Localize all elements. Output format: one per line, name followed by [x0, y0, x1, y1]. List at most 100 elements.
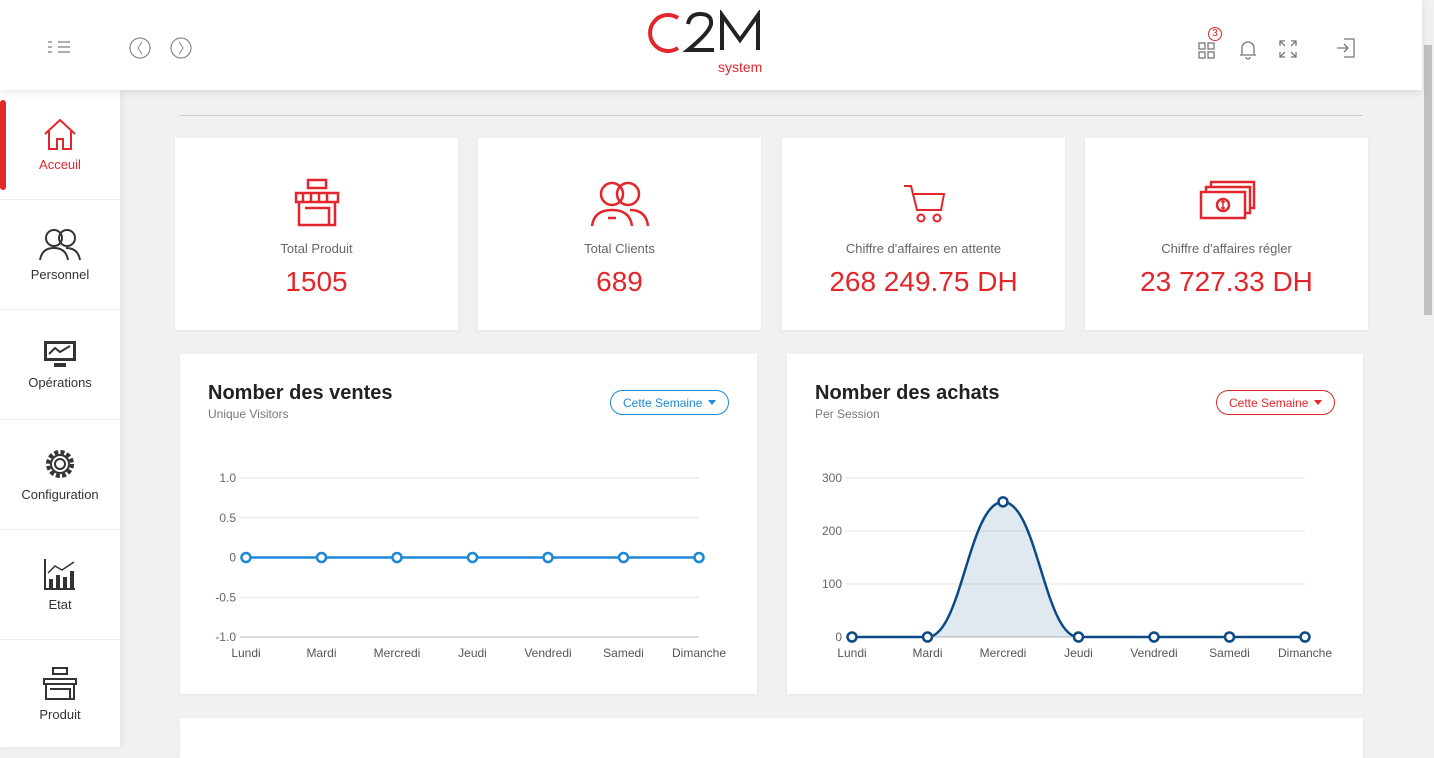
stat-card-ca-attente: Chiffre d'affaires en attente 268 249.75…	[782, 138, 1065, 330]
shop-icon	[43, 667, 77, 700]
logo-subtitle: system	[718, 59, 762, 75]
back-icon[interactable]	[129, 37, 151, 64]
y-tick-label: 1.0	[219, 471, 236, 485]
data-point	[617, 551, 630, 564]
x-tick-label: Lundi	[837, 646, 866, 660]
sidebar-item-label: Personnel	[30, 267, 90, 282]
top-header: system 3	[0, 0, 1422, 90]
x-tick-label: Vendredi	[1130, 646, 1177, 660]
x-tick-label: Mercredi	[374, 646, 421, 660]
scrollbar-thumb[interactable]	[1424, 45, 1432, 315]
logo-mark	[648, 8, 760, 53]
y-tick-label: 0	[229, 551, 236, 565]
dropdown-label: Cette Semaine	[1229, 395, 1309, 410]
x-tick-label: Dimanche	[1278, 646, 1332, 660]
caret-down-icon	[708, 400, 717, 405]
area-fill	[852, 501, 1305, 637]
x-tick-label: Samedi	[603, 646, 644, 660]
shop-icon	[294, 178, 339, 227]
data-point	[240, 551, 252, 564]
sidebar-item-personnel[interactable]: Personnel	[0, 200, 120, 310]
monitor-icon	[44, 341, 76, 367]
x-tick-label: Jeudi	[458, 646, 487, 660]
stat-value: 268 249.75 DH	[829, 266, 1018, 297]
sidebar-item-etat[interactable]: Etat	[0, 530, 120, 640]
x-tick-label: Mardi	[306, 646, 336, 660]
chart-subtitle: Unique Visitors	[208, 407, 289, 421]
dropdown-label: Cette Semaine	[623, 395, 703, 410]
bell-icon[interactable]	[1239, 40, 1257, 65]
data-point	[921, 631, 934, 643]
sidebar-item-label: Opérations	[28, 375, 92, 390]
sidebar-item-acceuil[interactable]: Acceuil	[0, 90, 120, 200]
notification-badge: 3	[1208, 27, 1222, 41]
stat-label: Chiffre d'affaires régler	[1161, 241, 1292, 256]
data-point	[846, 631, 858, 643]
chart-icon	[44, 559, 75, 590]
logout-icon[interactable]	[1336, 38, 1356, 63]
data-point	[997, 496, 1009, 508]
data-point	[466, 551, 479, 564]
fullscreen-icon[interactable]	[1279, 40, 1297, 63]
cart-icon	[903, 185, 945, 223]
stat-card-total-produit: Total Produit 1505	[175, 138, 458, 330]
bottom-card	[180, 718, 1363, 758]
data-point	[693, 551, 705, 564]
sidebar-item-label: Configuration	[21, 487, 99, 502]
y-tick-label: 100	[822, 577, 842, 591]
clients-icon	[590, 181, 649, 227]
y-tick-label: -1.0	[215, 630, 236, 644]
logo: system	[640, 8, 790, 78]
x-tick-label: Vendredi	[524, 646, 571, 660]
achats-period-dropdown[interactable]: Cette Semaine	[1216, 390, 1336, 415]
stat-value: 1505	[285, 266, 348, 297]
y-tick-label: -0.5	[215, 590, 236, 604]
y-tick-label: 200	[822, 524, 842, 538]
stat-card-ca-regler: Chiffre d'affaires régler 23 727.33 DH	[1085, 138, 1368, 330]
x-tick-label: Mercredi	[980, 646, 1027, 660]
apps-icon[interactable]	[1198, 40, 1218, 65]
x-tick-label: Mardi	[912, 646, 942, 660]
sidebar-item-operations[interactable]: Opérations	[0, 310, 120, 420]
x-tick-label: Jeudi	[1064, 646, 1093, 660]
sidebar-item-label: Acceuil	[39, 157, 81, 172]
ventes-chart-card: Nomber des ventes Unique Visitors Cette …	[180, 354, 757, 694]
sidebar: Acceuil Personnel Opérations Configurati…	[0, 90, 120, 750]
users-icon	[39, 229, 81, 261]
money-icon	[1199, 180, 1255, 220]
home-icon	[44, 118, 76, 150]
forward-icon[interactable]	[170, 37, 192, 64]
chart-subtitle: Per Session	[815, 407, 880, 421]
ventes-chart: 1.0 0.5 0 -0.5 -1.0 Lundi Mardi Mercredi Jeudi Ve…	[215, 471, 726, 660]
data-point	[1299, 631, 1311, 643]
chart-title: Nomber des ventes	[208, 382, 393, 404]
data-point	[1223, 631, 1236, 643]
data-point	[1072, 631, 1085, 643]
ventes-period-dropdown[interactable]: Cette Semaine	[610, 390, 730, 415]
data-point	[391, 551, 403, 564]
sidebar-item-produit[interactable]: Produit	[0, 640, 120, 750]
stat-card-total-clients: Total Clients 689	[478, 138, 761, 330]
achats-chart-card: Nomber des achats Per Session Cette Sema…	[787, 354, 1363, 694]
stat-label: Total Produit	[280, 241, 353, 256]
scrollbar[interactable]	[1422, 0, 1434, 747]
sidebar-item-configuration[interactable]: Configuration	[0, 420, 120, 530]
data-point	[542, 551, 554, 564]
achats-chart: 300 200 100 0 Lundi Mardi Mercredi Jeudi Vendred…	[822, 471, 1332, 660]
y-tick-label: 0.5	[219, 511, 236, 525]
x-tick-label: Dimanche	[672, 646, 726, 660]
x-tick-label: Samedi	[1209, 646, 1250, 660]
menu-toggle-icon[interactable]	[48, 40, 72, 59]
x-tick-label: Lundi	[231, 646, 260, 660]
gear-icon	[46, 450, 74, 478]
divider	[180, 115, 1363, 116]
series-line	[851, 500, 1305, 639]
data-point	[1148, 631, 1160, 643]
chart-title: Nomber des achats	[815, 382, 1000, 404]
sidebar-item-label: Produit	[39, 707, 81, 722]
y-tick-label: 300	[822, 471, 842, 485]
caret-down-icon	[1314, 400, 1323, 405]
y-tick-label: 0	[835, 630, 842, 644]
stat-label: Total Clients	[584, 241, 655, 256]
stat-label: Chiffre d'affaires en attente	[845, 241, 1002, 256]
